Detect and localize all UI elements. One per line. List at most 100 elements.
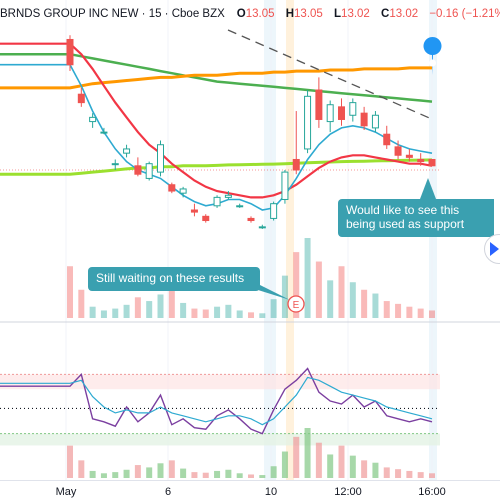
- candle-body: [77, 93, 85, 104]
- ma-lime-line: [0, 158, 433, 176]
- lower-volume-bar: [248, 474, 254, 478]
- candle: [417, 153, 425, 166]
- volume-bar: [383, 301, 390, 318]
- lower-volume-bar: [293, 436, 300, 478]
- volume-bar: [112, 308, 119, 318]
- callout-results-pointer: [258, 284, 290, 300]
- lower-volume-bar: [361, 460, 368, 478]
- lower-volume-bar: [146, 467, 153, 478]
- candle: [89, 113, 97, 128]
- time-label-1600: 16:00: [418, 486, 446, 498]
- close-label: C: [381, 8, 390, 20]
- moving-average-lines: [0, 42, 433, 211]
- volume-bar: [304, 238, 311, 318]
- session-band: [264, 0, 276, 480]
- volume-bar: [157, 294, 164, 318]
- candle-body: [270, 203, 278, 219]
- candle-body: [145, 163, 153, 179]
- lower-volume-bar: [383, 467, 390, 478]
- volume-bar: [146, 301, 153, 318]
- candle-body: [417, 158, 425, 163]
- candle: [66, 35, 74, 72]
- time-axis[interactable]: May 6 10 12:00 16:00: [0, 480, 500, 501]
- candle-body: [394, 146, 402, 156]
- candle: [394, 140, 402, 160]
- alert-pin-marker[interactable]: [423, 37, 442, 75]
- symbol-title[interactable]: BRNDS GROUP INC NEW · 15 · Cboe BZX: [0, 8, 225, 20]
- candle: [292, 111, 300, 175]
- volume-bar: [293, 252, 300, 318]
- candle-body: [179, 188, 187, 194]
- callout-results[interactable]: Still waiting on these results: [88, 267, 260, 291]
- session-band: [429, 0, 437, 480]
- candle-body: [247, 217, 255, 222]
- volume-bar: [361, 289, 368, 318]
- callout-results-text: Still waiting on these results: [96, 271, 245, 285]
- lower-volume-bar: [327, 454, 334, 478]
- candle-body: [190, 209, 198, 213]
- candle-body: [405, 154, 413, 158]
- candle-body: [168, 184, 176, 192]
- candle-body: [157, 144, 164, 173]
- candle-body: [123, 148, 131, 154]
- candle-body: [66, 38, 74, 66]
- candle-body: [304, 95, 312, 150]
- candle-body: [371, 114, 379, 129]
- lower-volume-bar: [349, 455, 356, 478]
- trend-line[interactable]: [227, 29, 435, 121]
- candle: [190, 203, 198, 217]
- volume-bar: [349, 282, 356, 318]
- candle-body: [236, 205, 244, 208]
- callout-support-text: Would like to see this being used as sup…: [346, 203, 465, 231]
- candle: [338, 98, 345, 126]
- volume-bar: [281, 275, 288, 318]
- volume-bar: [225, 304, 232, 318]
- earnings-marker[interactable]: E: [287, 295, 305, 313]
- earnings-marker-label: E: [293, 300, 300, 311]
- candle: [428, 158, 436, 167]
- lower-volume-bar: [236, 473, 243, 478]
- candle: [326, 100, 334, 133]
- lower-volume-bar: [78, 460, 85, 478]
- candle-body: [134, 165, 142, 175]
- lower-volume-bar: [67, 445, 73, 478]
- rsi-signal-line: [0, 376, 433, 426]
- volume-bar: [259, 313, 266, 318]
- candle-body: [213, 196, 221, 207]
- candle-body: [338, 106, 345, 120]
- volume-bar: [338, 266, 345, 318]
- interval-label: 15: [148, 8, 162, 20]
- candle: [213, 195, 221, 208]
- candle-body: [428, 158, 436, 167]
- lower-volume-bar: [168, 460, 175, 478]
- candle: [371, 111, 379, 133]
- lower-volume-bar: [180, 468, 187, 478]
- callout-support[interactable]: Would like to see this being used as sup…: [338, 199, 494, 237]
- lower-volume-bar: [214, 470, 221, 478]
- lower-volume-bar: [395, 469, 402, 478]
- candle: [179, 186, 187, 198]
- volume-bar: [270, 299, 277, 318]
- candle: [258, 224, 266, 229]
- lower-volume-bar: [202, 472, 209, 478]
- candle: [315, 77, 323, 128]
- volume-histogram: [67, 238, 435, 318]
- volume-bar: [315, 261, 322, 318]
- volume-bar: [202, 309, 209, 318]
- volume-bar: [429, 310, 435, 318]
- candle: [405, 148, 413, 162]
- lower-volume-bar: [417, 472, 424, 478]
- callout-support-pointer: [420, 178, 436, 199]
- candle: [123, 144, 131, 158]
- candle-body: [258, 226, 266, 229]
- lower-volume-bar: [225, 469, 232, 478]
- candle: [383, 125, 391, 149]
- lower-volume-bar: [157, 463, 164, 478]
- candle-body: [202, 215, 210, 222]
- candle: [247, 216, 255, 223]
- session-highlight-bands: [264, 0, 437, 480]
- high-label: H: [285, 8, 295, 20]
- candle: [281, 170, 289, 204]
- candle-body: [111, 163, 119, 166]
